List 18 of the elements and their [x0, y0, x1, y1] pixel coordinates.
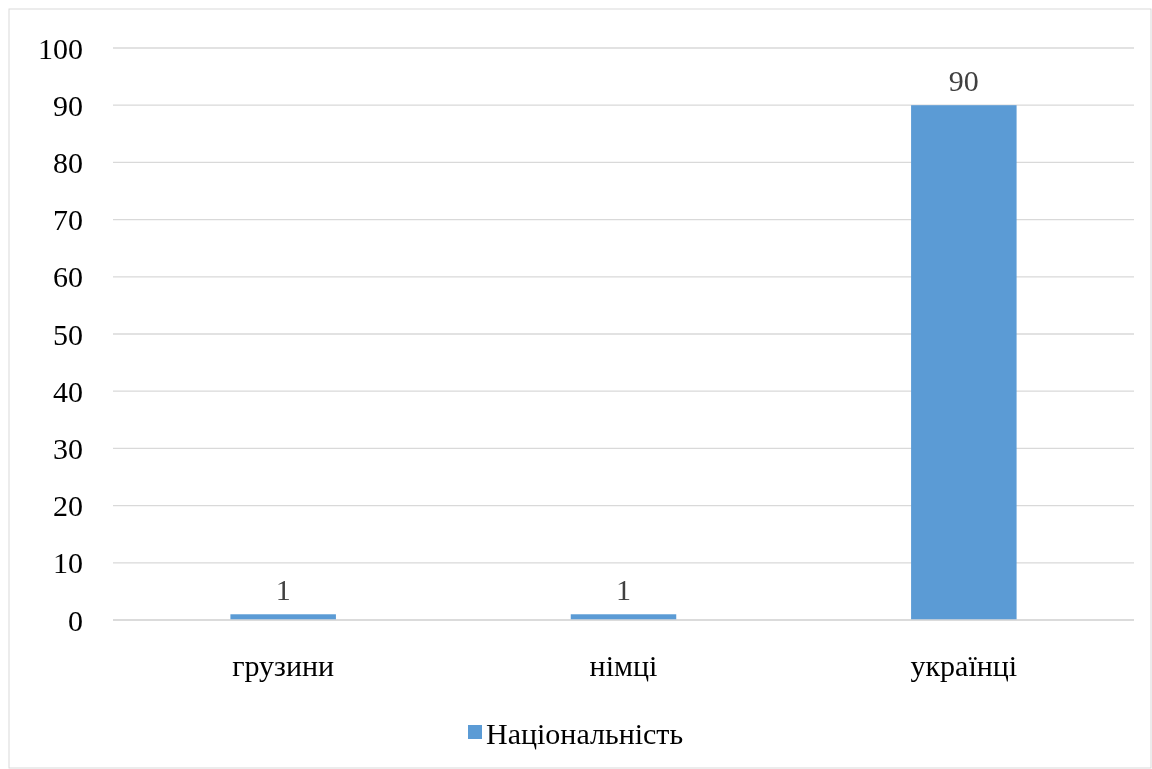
y-tick-label: 0: [68, 603, 83, 637]
y-tick-label: 20: [53, 489, 83, 523]
data-label: 90: [948, 64, 979, 98]
data-label: 1: [616, 573, 631, 607]
data-label: 1: [275, 573, 291, 607]
legend-label: Національність: [486, 716, 684, 750]
x-tick-label: німці: [589, 649, 658, 682]
y-tick-label: 30: [53, 431, 83, 465]
x-tick-label: українці: [910, 649, 1018, 682]
y-tick-label: 100: [38, 31, 83, 65]
y-tick-label: 80: [53, 145, 83, 179]
x-tick-label: грузини: [232, 649, 335, 682]
y-tick-label: 60: [53, 260, 83, 294]
y-tick-label: 90: [53, 88, 83, 122]
y-tick-label: 70: [53, 203, 83, 237]
y-tick-label: 10: [53, 546, 83, 580]
y-tick-label: 40: [53, 374, 83, 408]
y-tick-label: 50: [53, 317, 83, 351]
